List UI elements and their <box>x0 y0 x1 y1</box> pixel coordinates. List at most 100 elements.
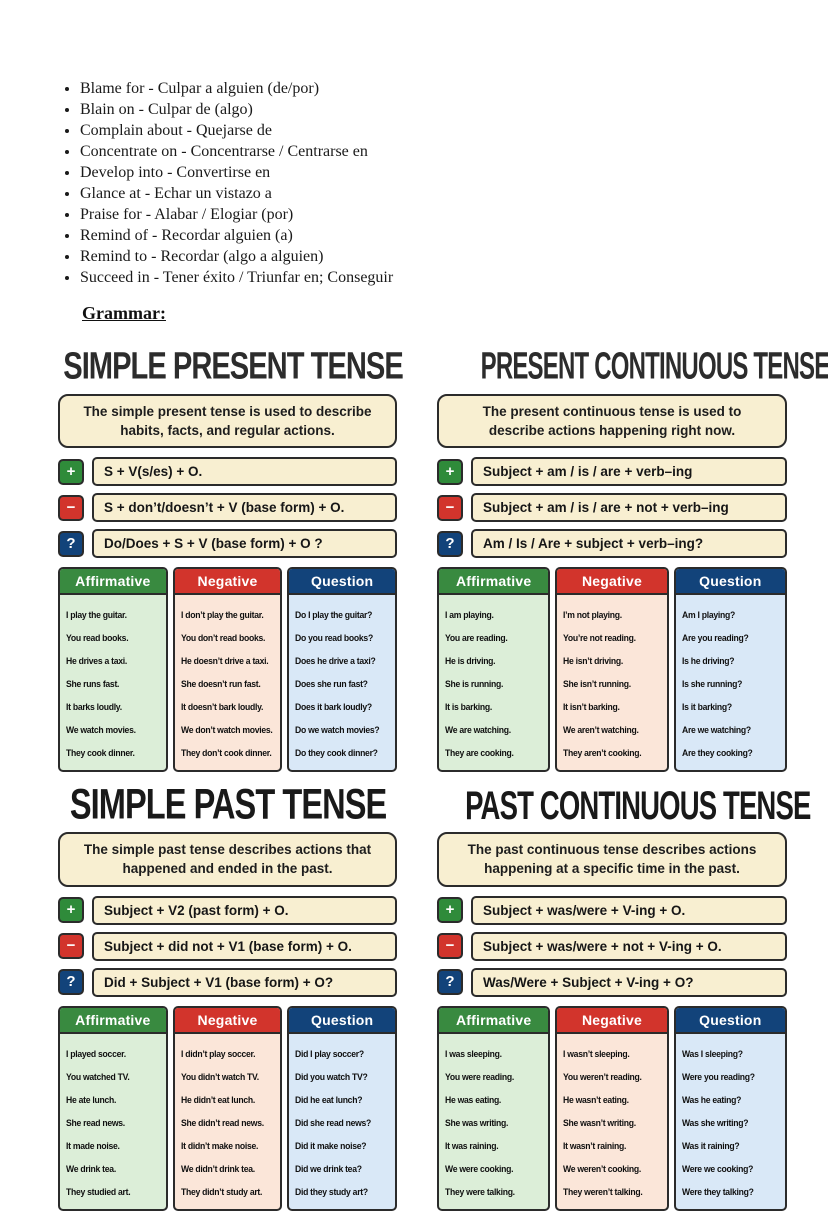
question-header: Question <box>289 1007 396 1034</box>
example-sentence: Do I play the guitar? <box>295 609 373 621</box>
grammar-section-heading: Grammar: <box>82 303 166 323</box>
negative-column: Negative I didn’t play soccer. You didn’… <box>172 1005 283 1211</box>
example-sentence: You weren’t reading. <box>563 1070 643 1082</box>
list-item: Glance at - Echar un vistazo a <box>80 183 393 204</box>
example-sentence: I am playing. <box>445 609 494 621</box>
question-column: Question Do I play the guitar? Do you re… <box>287 567 398 773</box>
example-sentence: You don’t read books. <box>180 632 265 644</box>
example-sentence: I was sleeping. <box>445 1047 502 1059</box>
plus-icon: + <box>58 458 84 485</box>
example-sentence: They weren’t talking. <box>563 1185 643 1197</box>
formula-text: S + V(s/es) + O. <box>92 457 397 487</box>
formula-list: + S + V(s/es) + O. − S + don’t/doesn’t +… <box>58 457 397 559</box>
question-icon: ? <box>437 969 463 996</box>
example-sentence: Was he eating? <box>681 1093 741 1105</box>
example-sentence: She didn’t read news. <box>180 1116 264 1128</box>
example-sentence: Am I playing? <box>681 609 735 621</box>
affirmative-formula-row: + Subject + was/were + V-ing + O. <box>437 895 787 925</box>
example-sentence: Was it raining? <box>681 1139 740 1151</box>
example-sentence: You watched TV. <box>66 1070 130 1082</box>
panel-simple-present: SIMPLE PRESENT TENSE The simple present … <box>58 345 404 773</box>
question-icon: ? <box>58 530 84 557</box>
example-sentence: You read books. <box>66 632 129 644</box>
example-sentence: We don’t watch movies. <box>180 724 273 736</box>
question-column: Question Am I playing? Are you reading? … <box>673 567 787 773</box>
example-sentence: Was she writing? <box>681 1116 748 1128</box>
example-sentence: It doesn’t bark loudly. <box>180 701 263 713</box>
example-sentence: They are cooking. <box>445 747 514 759</box>
list-item: Blain on - Culpar de (algo) <box>80 99 393 120</box>
list-item: Concentrate on - Concentrarse / Centrars… <box>80 141 393 162</box>
examples-table: Affirmative I am playing. You are readin… <box>437 567 787 773</box>
formula-text: Am / Is / Are + subject + verb–ing? <box>471 529 787 559</box>
example-sentence: They cook dinner. <box>66 747 135 759</box>
affirmative-examples: I play the guitar. You read books. He dr… <box>60 595 166 770</box>
examples-table: Affirmative I played soccer. You watched… <box>58 1005 398 1211</box>
example-sentence: Were you reading? <box>681 1070 755 1082</box>
affirmative-column: Affirmative I was sleeping. You were rea… <box>437 1005 551 1211</box>
example-sentence: He didn’t eat lunch. <box>180 1093 255 1105</box>
example-sentence: Did we drink tea? <box>295 1162 363 1174</box>
affirmative-examples: I am playing. You are reading. He is dri… <box>439 595 548 770</box>
example-sentence: She isn’t running. <box>563 678 632 690</box>
example-sentence: Does it bark loudly? <box>295 701 373 713</box>
formula-text: Subject + did not + V1 (base form) + O. <box>92 931 397 961</box>
negative-formula-row: − Subject + did not + V1 (base form) + O… <box>58 931 397 961</box>
example-sentence: She doesn’t run fast. <box>180 678 261 690</box>
list-item: Praise for - Alabar / Elogiar (por) <box>80 204 393 225</box>
list-item: Develop into - Convertirse en <box>80 162 393 183</box>
formula-text: Did + Subject + V1 (base form) + O? <box>92 967 397 997</box>
question-formula-row: ? Did + Subject + V1 (base form) + O? <box>58 967 397 997</box>
example-sentence: She was writing. <box>445 1116 509 1128</box>
tense-description-box: The past continuous tense describes acti… <box>437 832 787 887</box>
list-item: Blame for - Culpar a alguien (de/por) <box>80 78 393 99</box>
list-item: Remind to - Recordar (algo a alguien) <box>80 246 393 267</box>
example-sentence: Is she running? <box>681 678 742 690</box>
example-sentence: Is it barking? <box>681 701 732 713</box>
negative-examples: I wasn’t sleeping. You weren’t reading. … <box>557 1034 666 1209</box>
negative-header: Negative <box>174 569 281 596</box>
negative-examples: I’m not playing. You’re not reading. He … <box>557 595 666 770</box>
formula-list: + Subject + V2 (past form) + O. − Subjec… <box>58 895 397 997</box>
example-sentence: They don’t cook dinner. <box>180 747 272 759</box>
affirmative-column: Affirmative I played soccer. You watched… <box>58 1005 168 1211</box>
panel-present-continuous: PRESENT CONTINUOUS TENSE The present con… <box>437 345 828 773</box>
example-sentence: We were cooking. <box>445 1162 514 1174</box>
example-sentence: You’re not reading. <box>563 632 637 644</box>
affirmative-header: Affirmative <box>439 569 549 596</box>
example-sentence: I play the guitar. <box>66 609 127 621</box>
negative-header: Negative <box>174 1007 281 1034</box>
question-icon: ? <box>437 530 463 557</box>
example-sentence: It isn’t barking. <box>563 701 620 713</box>
example-sentence: We didn’t drink tea. <box>180 1162 255 1174</box>
formula-text: Subject + was/were + not + V-ing + O. <box>471 931 787 961</box>
example-sentence: They studied art. <box>66 1185 131 1197</box>
example-sentence: Are they cooking? <box>681 747 753 759</box>
question-examples: Do I play the guitar? Do you read books?… <box>289 595 395 770</box>
example-sentence: You were reading. <box>445 1070 514 1082</box>
document-page: { "colors": { "affirmative_green": "#398… <box>0 0 828 1171</box>
formula-text: Subject + V2 (past form) + O. <box>92 895 397 925</box>
example-sentence: Do they cook dinner? <box>295 747 378 759</box>
example-sentence: Were they talking? <box>681 1185 754 1197</box>
negative-header: Negative <box>557 569 667 596</box>
formula-text: Subject + am / is / are + not + verb–ing <box>471 493 787 523</box>
example-sentence: He ate lunch. <box>66 1093 117 1105</box>
example-sentence: We weren’t cooking. <box>563 1162 642 1174</box>
example-sentence: Does he drive a taxi? <box>295 655 376 667</box>
example-sentence: He was eating. <box>445 1093 502 1105</box>
tense-description-box: The present continuous tense is used to … <box>437 394 787 449</box>
example-sentence: I don’t play the guitar. <box>180 609 264 621</box>
example-sentence: Did it make noise? <box>295 1139 367 1151</box>
affirmative-header: Affirmative <box>439 1007 549 1034</box>
negative-column: Negative I don’t play the guitar. You do… <box>172 567 283 773</box>
example-sentence: She wasn’t writing. <box>563 1116 637 1128</box>
formula-text: Subject + am / is / are + verb–ing <box>471 457 787 487</box>
formula-text: Was/Were + Subject + V-ing + O? <box>471 967 787 997</box>
panel-title: SIMPLE PAST TENSE <box>69 780 387 829</box>
formula-text: Do/Does + S + V (base form) + O ? <box>92 529 397 559</box>
minus-icon: − <box>437 494 463 521</box>
example-sentence: They were talking. <box>445 1185 515 1197</box>
affirmative-examples: I was sleeping. You were reading. He was… <box>439 1034 548 1209</box>
example-sentence: It made noise. <box>66 1139 120 1151</box>
